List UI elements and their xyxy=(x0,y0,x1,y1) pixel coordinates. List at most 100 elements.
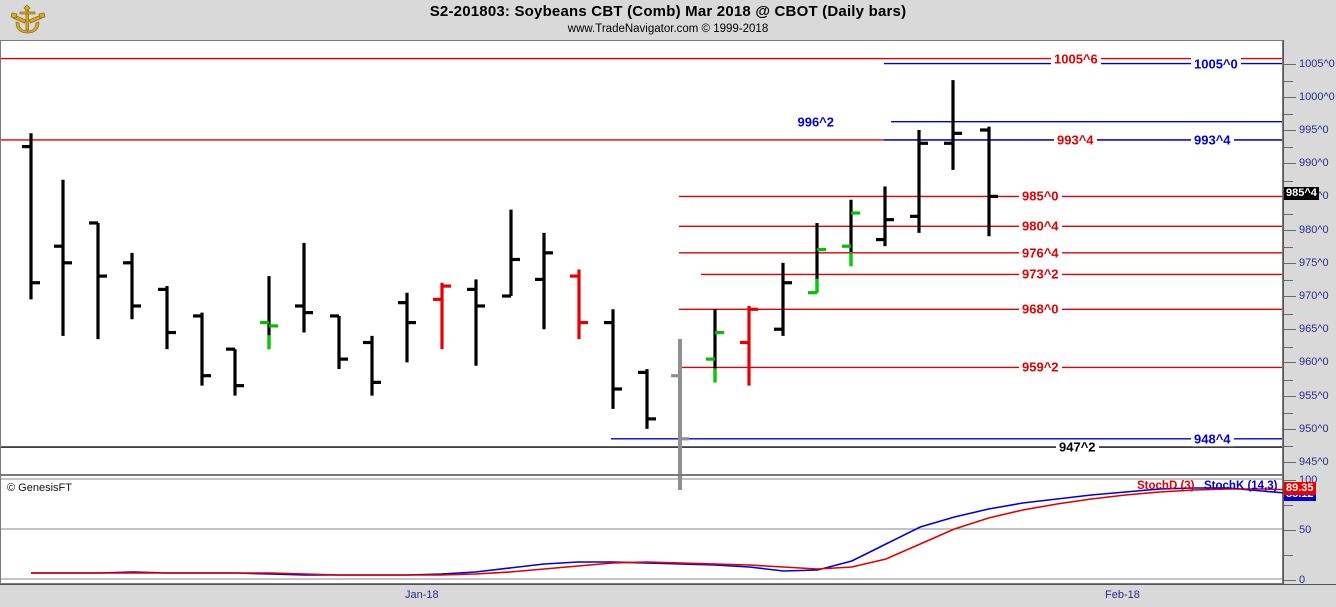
ohlc-bar[interactable] xyxy=(158,286,176,350)
ohlc-bar[interactable] xyxy=(363,335,381,396)
price-axis[interactable]: 1005^01000^0995^0990^0985^0980^0975^0970… xyxy=(1283,40,1336,606)
ohlc-bar[interactable] xyxy=(226,347,244,396)
level-label[interactable]: 968^0 xyxy=(1019,301,1062,317)
price-tick xyxy=(1284,129,1296,131)
ohlc-bar[interactable] xyxy=(774,262,792,336)
ohlc-bar[interactable] xyxy=(398,292,416,363)
chart-title: S2-201803: Soybeans CBT (Comb) Mar 2018 … xyxy=(429,3,907,20)
price-tick-label: 945^0 xyxy=(1299,456,1329,469)
price-tick-label: 1000^0 xyxy=(1299,90,1335,103)
price-tick-minor xyxy=(1284,280,1293,282)
ohlc-bar[interactable] xyxy=(910,129,928,233)
ohlc-bar[interactable] xyxy=(535,232,553,330)
ohlc-bar[interactable] xyxy=(638,369,656,429)
price-tick-label: 960^0 xyxy=(1299,356,1329,369)
ohlc-bar[interactable] xyxy=(89,221,107,340)
date-axis-label: Feb-18 xyxy=(1105,589,1140,601)
stoch-tick-minor xyxy=(1284,555,1293,556)
ohlc-bar[interactable] xyxy=(467,279,485,366)
level-label[interactable]: 996^2 xyxy=(794,114,837,130)
stochastic-pane[interactable]: StochD (3) StochK (14,3) xyxy=(0,476,1331,584)
level-label[interactable]: 973^2 xyxy=(1019,266,1062,282)
price-pane[interactable]: 1005^6 1005^0 996^2 993^4 993^4 985^0 980^4 976… xyxy=(0,40,1283,475)
ohlc-bar[interactable] xyxy=(604,309,622,409)
price-tick xyxy=(1284,362,1296,364)
level-label[interactable]: 947^2 xyxy=(1056,439,1099,455)
stoch-legend-item[interactable]: StochD (3) xyxy=(1137,480,1195,492)
price-tick xyxy=(1284,296,1296,298)
ohlc-bar[interactable] xyxy=(54,179,72,336)
price-tick-label: 950^0 xyxy=(1299,422,1329,435)
level-label[interactable]: 993^4 xyxy=(1191,132,1234,148)
ohlc-bar[interactable] xyxy=(944,80,962,170)
ohlc-bar[interactable] xyxy=(330,314,348,370)
stoch-legend-item[interactable]: StochK (14,3) xyxy=(1204,480,1278,492)
level-label[interactable]: 985^0 xyxy=(1019,188,1062,204)
ohlc-bar[interactable] xyxy=(842,199,860,267)
price-tick-minor xyxy=(1284,247,1293,249)
ohlc-bar[interactable] xyxy=(260,276,278,350)
stoch-line[interactable] xyxy=(31,487,1331,576)
chart-header: S2-201803: Soybeans CBT (Comb) Mar 2018 … xyxy=(0,0,1336,40)
price-tick xyxy=(1284,329,1296,331)
level-label[interactable]: 948^4 xyxy=(1191,431,1234,447)
level-label[interactable]: 980^4 xyxy=(1019,218,1062,234)
price-tick-label: 980^0 xyxy=(1299,223,1329,236)
price-tick-minor xyxy=(1284,413,1293,415)
chart-subtitle: www.TradeNavigator.com © 1999-2018 xyxy=(567,23,769,35)
current-price-badge[interactable]: 985^4 xyxy=(1284,187,1319,201)
stochd-value-badge[interactable]: 89.35 xyxy=(1284,481,1316,495)
ohlc-bar[interactable] xyxy=(570,269,588,340)
ohlc-bar[interactable] xyxy=(193,312,211,386)
stoch-tick-label: 0 xyxy=(1299,574,1306,586)
ohlc-bar[interactable] xyxy=(502,209,520,298)
price-tick-label: 995^0 xyxy=(1299,123,1329,136)
ohlc-bar[interactable] xyxy=(706,309,724,383)
ohlc-bar[interactable] xyxy=(740,305,758,386)
price-tick-minor xyxy=(1284,81,1293,83)
ohlc-bar[interactable] xyxy=(22,133,40,300)
price-tick-minor xyxy=(1284,180,1293,182)
price-plot xyxy=(1,57,1282,474)
price-tick-minor xyxy=(1284,446,1293,448)
price-tick xyxy=(1284,428,1296,430)
level-label[interactable]: 993^4 xyxy=(1054,132,1097,148)
price-tick-label: 965^0 xyxy=(1299,323,1329,336)
ohlc-bar[interactable] xyxy=(123,252,141,320)
stoch-tick-minor xyxy=(1284,505,1293,506)
price-tick-label: 955^0 xyxy=(1299,389,1329,402)
price-tick-label: 990^0 xyxy=(1299,157,1329,170)
ohlc-bar[interactable] xyxy=(876,186,894,247)
price-tick-minor xyxy=(1284,114,1293,116)
level-label[interactable]: 976^4 xyxy=(1019,245,1062,261)
stoch-line[interactable] xyxy=(31,488,1331,576)
price-tick xyxy=(1284,462,1296,464)
stoch-tick xyxy=(1284,480,1296,481)
date-axis[interactable]: Jan-18 Feb-18 xyxy=(0,584,1336,607)
stochastic-plot xyxy=(1,476,1331,580)
price-tick-minor xyxy=(1284,379,1293,381)
price-tick-label: 1005^0 xyxy=(1299,57,1335,70)
level-label[interactable]: 959^2 xyxy=(1019,359,1062,375)
level-label[interactable]: 1005^6 xyxy=(1051,51,1101,67)
pane-divider xyxy=(0,475,1283,476)
price-tick-label: 970^0 xyxy=(1299,290,1329,303)
price-tick-minor xyxy=(1284,213,1293,215)
price-tick-minor xyxy=(1284,346,1293,348)
genesisft-watermark: © GenesisFT xyxy=(7,482,72,494)
ohlc-bar[interactable] xyxy=(433,282,451,350)
price-tick-label: 975^0 xyxy=(1299,256,1329,269)
price-tick-minor xyxy=(1284,147,1293,149)
stoch-tick xyxy=(1284,530,1296,531)
ohlc-bar[interactable] xyxy=(980,126,998,237)
ohlc-bar[interactable] xyxy=(808,222,826,295)
stoch-tick xyxy=(1284,580,1296,581)
price-tick xyxy=(1284,163,1296,165)
ohlc-bar[interactable] xyxy=(295,242,313,333)
level-label[interactable]: 1005^0 xyxy=(1191,56,1241,72)
price-tick xyxy=(1284,262,1296,264)
price-tick xyxy=(1284,96,1296,98)
price-tick xyxy=(1284,229,1296,231)
genesisft-anchor-logo xyxy=(6,2,50,36)
